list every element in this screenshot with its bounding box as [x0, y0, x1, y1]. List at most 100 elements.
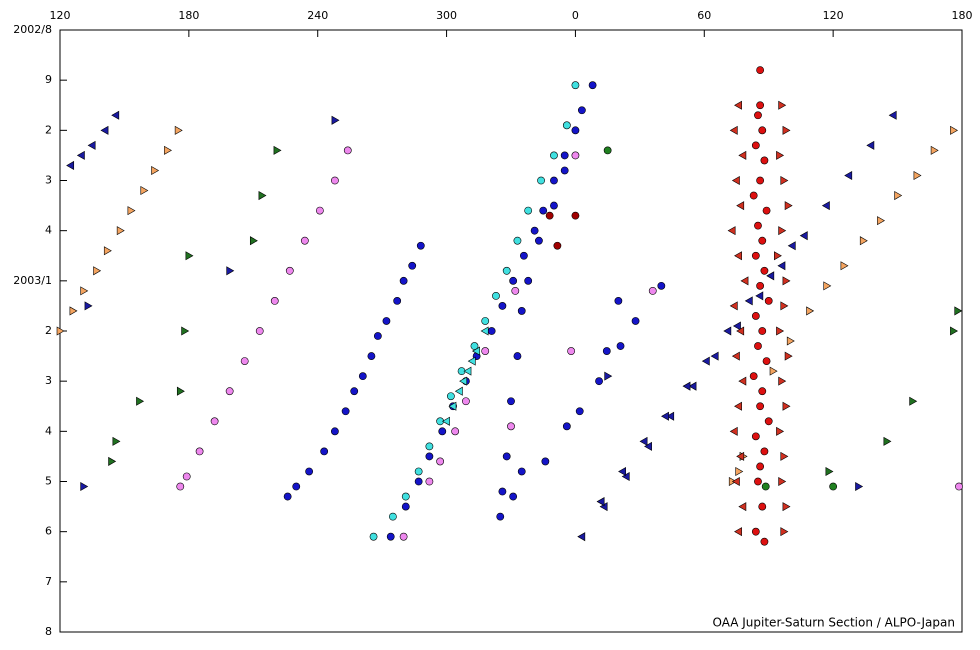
point — [562, 121, 571, 130]
point — [414, 467, 423, 476]
point — [769, 366, 778, 376]
point — [780, 527, 789, 537]
point — [840, 261, 849, 271]
point — [616, 342, 625, 350]
point — [614, 296, 623, 305]
point — [373, 332, 382, 340]
point — [729, 301, 738, 311]
point — [56, 326, 65, 336]
point — [786, 336, 795, 346]
point — [472, 346, 480, 356]
point — [735, 466, 744, 476]
point — [399, 276, 408, 285]
point — [517, 307, 526, 315]
point — [710, 351, 719, 361]
y-tick-label: 6 — [45, 525, 52, 538]
point — [744, 296, 753, 306]
point — [950, 125, 959, 135]
point — [777, 261, 786, 271]
point — [776, 426, 785, 436]
point — [562, 422, 571, 431]
point — [631, 317, 640, 325]
point — [93, 266, 102, 276]
point — [644, 441, 652, 451]
point — [758, 327, 767, 335]
point — [454, 386, 463, 396]
point — [498, 302, 507, 310]
point — [524, 206, 533, 215]
point — [604, 371, 613, 381]
point — [467, 356, 476, 366]
point — [80, 481, 89, 492]
point — [778, 100, 787, 110]
point — [751, 312, 760, 320]
point — [541, 457, 550, 466]
point — [776, 326, 785, 336]
point — [756, 281, 765, 290]
point — [210, 417, 219, 426]
y-tick-label: 5 — [45, 475, 52, 488]
point — [575, 407, 584, 416]
point — [127, 206, 136, 216]
point — [764, 296, 773, 305]
point — [661, 411, 669, 421]
point — [517, 467, 526, 476]
point — [341, 407, 350, 416]
point — [240, 357, 249, 365]
point — [136, 396, 145, 406]
point — [249, 236, 258, 246]
y-tick-label: 8 — [45, 625, 52, 638]
point — [877, 216, 885, 226]
point — [226, 266, 235, 276]
point — [80, 286, 89, 296]
point — [69, 306, 78, 316]
point — [736, 451, 745, 461]
point — [778, 476, 787, 487]
point — [754, 342, 762, 350]
point — [738, 502, 747, 512]
point — [571, 151, 580, 160]
annotation: OAA Jupiter-Saturn Section / ALPO-Japan — [712, 616, 955, 630]
point — [778, 376, 787, 386]
point — [331, 115, 340, 125]
point — [756, 462, 765, 471]
point — [496, 512, 505, 521]
point — [509, 492, 518, 501]
point — [513, 236, 522, 245]
point — [436, 457, 445, 466]
point — [315, 206, 324, 215]
point — [560, 151, 569, 160]
point — [780, 301, 789, 311]
point — [657, 281, 666, 290]
point — [751, 141, 760, 150]
point — [909, 396, 918, 406]
point — [330, 427, 339, 436]
y-tick-label: 4 — [45, 424, 52, 437]
point — [571, 81, 580, 90]
point — [401, 492, 410, 501]
point — [738, 376, 747, 386]
point — [729, 426, 738, 436]
y-tick-label: 7 — [45, 575, 52, 588]
point — [761, 482, 770, 491]
point — [762, 357, 771, 365]
point — [425, 442, 434, 451]
point — [270, 296, 279, 305]
point — [481, 347, 490, 355]
point — [283, 492, 292, 501]
point — [343, 146, 352, 155]
point — [950, 326, 959, 336]
point — [577, 532, 586, 542]
point — [913, 170, 922, 181]
point — [727, 226, 736, 236]
point — [776, 150, 785, 160]
point — [760, 447, 769, 456]
point — [782, 401, 791, 411]
x-tick-label: 300 — [436, 9, 457, 22]
point — [550, 201, 558, 210]
point — [749, 191, 758, 200]
point — [787, 241, 796, 251]
point — [740, 276, 749, 286]
point — [782, 502, 791, 512]
